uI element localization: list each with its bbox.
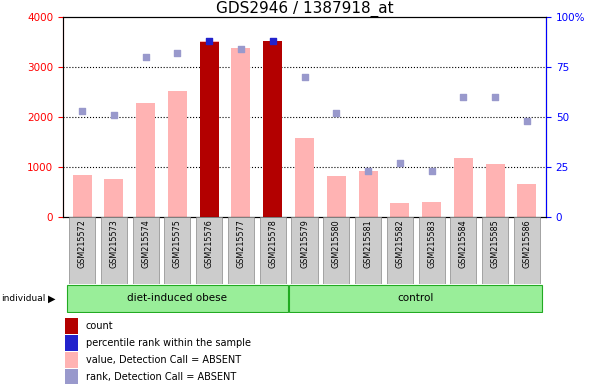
Text: individual: individual — [1, 294, 46, 303]
Bar — [454, 158, 473, 217]
Text: rank, Detection Call = ABSENT: rank, Detection Call = ABSENT — [86, 372, 236, 382]
Point — [77, 108, 87, 114]
Text: GSM215577: GSM215577 — [236, 219, 245, 268]
Point — [268, 38, 278, 44]
Point — [427, 168, 436, 174]
Bar — [136, 103, 155, 217]
Text: GSM215572: GSM215572 — [77, 219, 86, 268]
Bar — [133, 217, 158, 284]
Bar — [451, 217, 476, 284]
Text: percentile rank within the sample: percentile rank within the sample — [86, 338, 251, 348]
Text: count: count — [86, 321, 113, 331]
Bar — [228, 217, 254, 284]
Text: GSM215573: GSM215573 — [109, 219, 118, 268]
Point — [458, 94, 468, 100]
Bar — [67, 285, 288, 312]
Point — [141, 54, 151, 60]
Bar — [292, 217, 317, 284]
Point — [522, 118, 532, 124]
Text: diet-induced obese: diet-induced obese — [127, 293, 227, 303]
Bar — [65, 369, 78, 384]
Text: control: control — [398, 293, 434, 303]
Bar — [419, 217, 445, 284]
Bar — [73, 175, 92, 217]
Bar — [168, 91, 187, 217]
Bar — [104, 179, 124, 217]
Bar — [422, 202, 441, 217]
Bar — [390, 203, 409, 217]
Text: GSM215574: GSM215574 — [141, 219, 150, 268]
Text: GSM215576: GSM215576 — [205, 219, 214, 268]
Bar — [65, 318, 78, 334]
Text: ▶: ▶ — [49, 293, 56, 304]
Text: GSM215579: GSM215579 — [300, 219, 309, 268]
Bar — [295, 138, 314, 217]
Text: GSM215581: GSM215581 — [364, 219, 373, 268]
Point — [300, 74, 310, 80]
Text: GSM215586: GSM215586 — [523, 219, 532, 268]
Bar — [263, 41, 282, 217]
Text: value, Detection Call = ABSENT: value, Detection Call = ABSENT — [86, 355, 241, 365]
Title: GDS2946 / 1387918_at: GDS2946 / 1387918_at — [215, 1, 394, 17]
Point — [363, 168, 373, 174]
Bar — [485, 164, 505, 217]
Point — [490, 94, 500, 100]
Point — [395, 160, 404, 166]
Bar — [323, 217, 349, 284]
Point — [205, 38, 214, 44]
Bar — [517, 184, 536, 217]
Text: GSM215575: GSM215575 — [173, 219, 182, 268]
Bar — [101, 217, 127, 284]
Text: GSM215585: GSM215585 — [491, 219, 500, 268]
Bar — [196, 217, 222, 284]
Bar — [260, 217, 286, 284]
Bar — [263, 41, 282, 217]
Bar — [327, 176, 346, 217]
Bar — [355, 217, 381, 284]
Bar — [232, 48, 250, 217]
Bar — [69, 217, 95, 284]
Text: GSM215583: GSM215583 — [427, 219, 436, 268]
Text: GSM215582: GSM215582 — [395, 219, 404, 268]
Text: GSM215578: GSM215578 — [268, 219, 277, 268]
Point — [109, 112, 119, 118]
Bar — [200, 41, 219, 217]
Bar — [387, 217, 413, 284]
Text: GSM215584: GSM215584 — [459, 219, 468, 268]
Point — [173, 50, 182, 56]
Text: GSM215580: GSM215580 — [332, 219, 341, 268]
Bar — [482, 217, 508, 284]
Bar — [289, 285, 542, 312]
Bar — [65, 352, 78, 367]
Bar — [65, 335, 78, 351]
Bar — [200, 42, 219, 217]
Point — [236, 46, 246, 52]
Bar — [164, 217, 190, 284]
Point — [331, 110, 341, 116]
Bar — [359, 171, 377, 217]
Bar — [514, 217, 540, 284]
